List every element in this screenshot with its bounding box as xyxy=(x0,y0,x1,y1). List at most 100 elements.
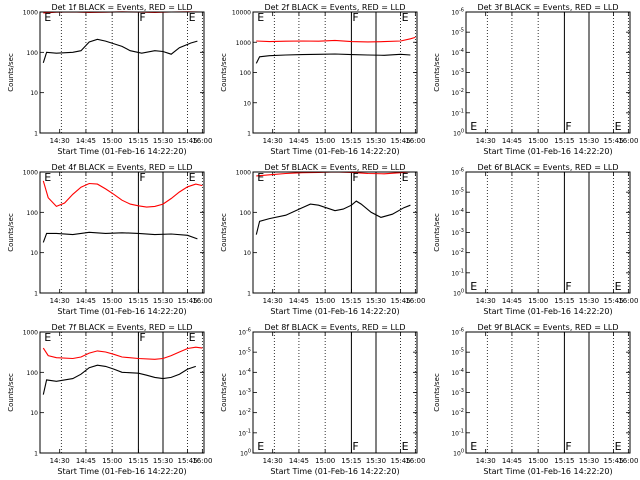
plot-frame xyxy=(465,11,631,134)
x-tick-label: 14:30 xyxy=(263,457,283,465)
event-marker-label: E xyxy=(257,11,264,24)
chart-title: Det 4f BLACK = Events, RED = LLD xyxy=(51,163,192,172)
x-tick-label: 15:30 xyxy=(579,297,599,305)
x-tick-label: 15:30 xyxy=(366,457,386,465)
x-axis-label: Start Time (01-Feb-16 14:22:20) xyxy=(483,307,612,316)
x-tick-label: 15:45 xyxy=(391,457,411,465)
y-tick-label: 1000 xyxy=(236,170,251,177)
event-marker-label: F xyxy=(565,280,571,293)
y-tick-label: 10-4 xyxy=(451,368,464,377)
y-tick-label: 1 xyxy=(247,291,251,298)
x-tick-label: 14:30 xyxy=(263,297,283,305)
event-marker-label: F xyxy=(352,11,358,24)
event-marker-label: F xyxy=(139,171,145,184)
y-tick-label: 10-1 xyxy=(451,108,464,117)
x-tick-label: 15:15 xyxy=(128,137,148,145)
plot-frame xyxy=(465,171,631,294)
y-tick-label: 10-5 xyxy=(238,348,251,357)
x-tick-label: 15:15 xyxy=(341,297,361,305)
x-tick-label: 16:00 xyxy=(618,457,638,465)
x-axis-label: Start Time (01-Feb-16 14:22:20) xyxy=(483,147,612,156)
chart-title: Det 8f BLACK = Events, RED = LLD xyxy=(264,323,405,332)
x-tick-label: 14:30 xyxy=(50,137,70,145)
event-marker-label: F xyxy=(352,171,358,184)
x-tick-label: 16:00 xyxy=(405,457,425,465)
y-tick-label: 10-2 xyxy=(451,408,464,417)
chart-panel-3: Det 3f BLACK = Events, RED = LLD Counts/s… xyxy=(433,3,638,156)
series-line-lld xyxy=(42,346,203,360)
x-tick-label: 16:00 xyxy=(192,137,212,145)
x-tick-label: 15:30 xyxy=(579,137,599,145)
event-marker-label: E xyxy=(189,331,196,344)
y-axis-label: Counts/sec xyxy=(7,53,15,92)
y-tick-label: 100 xyxy=(453,289,464,298)
x-tick-label: 16:00 xyxy=(405,137,425,145)
x-tick-label: 15:15 xyxy=(554,457,574,465)
series-line-lld xyxy=(42,180,203,208)
y-tick-label: 10-3 xyxy=(238,388,251,397)
x-tick-label: 14:30 xyxy=(476,457,496,465)
x-tick-label: 14:45 xyxy=(76,137,96,145)
y-tick-label: 1000 xyxy=(236,40,251,47)
series-line-events xyxy=(42,364,196,395)
y-tick-label: 1 xyxy=(34,451,38,458)
y-tick-label: 100 xyxy=(240,210,252,217)
y-axis-label: Counts/sec xyxy=(220,53,228,92)
y-tick-label: 10-1 xyxy=(238,428,251,437)
y-tick-label: 1 xyxy=(34,291,38,298)
x-tick-label: 14:45 xyxy=(76,457,96,465)
x-tick-label: 14:45 xyxy=(502,297,522,305)
x-tick-label: 15:00 xyxy=(315,137,335,145)
x-tick-label: 14:45 xyxy=(502,137,522,145)
x-tick-label: 15:45 xyxy=(391,137,411,145)
event-marker-label: E xyxy=(44,171,51,184)
chart-panel-1: Det 1f BLACK = Events, RED = LLD Counts/s… xyxy=(7,3,212,156)
x-tick-label: 15:30 xyxy=(579,457,599,465)
event-marker-label: F xyxy=(139,11,145,24)
event-marker-label: E xyxy=(257,171,264,184)
chart-panel-9: Det 9f BLACK = Events, RED = LLD Counts/s… xyxy=(433,323,638,476)
x-tick-label: 16:00 xyxy=(192,297,212,305)
y-tick-label: 10-3 xyxy=(451,228,464,237)
y-tick-label: 1000 xyxy=(23,170,38,177)
series-line-events xyxy=(255,53,411,64)
event-marker-label: E xyxy=(470,280,477,293)
x-tick-label: 15:45 xyxy=(178,457,198,465)
series-line-events xyxy=(255,200,411,235)
y-tick-label: 10-3 xyxy=(451,68,464,77)
y-tick-label: 10000 xyxy=(232,10,251,17)
y-tick-label: 10-4 xyxy=(451,208,464,217)
x-tick-label: 15:30 xyxy=(153,137,173,145)
y-tick-label: 10-6 xyxy=(238,328,251,337)
chart-title: Det 2f BLACK = Events, RED = LLD xyxy=(264,3,405,12)
x-tick-label: 15:45 xyxy=(604,297,624,305)
event-marker-label: E xyxy=(615,120,622,133)
chart-panel-2: Det 2f BLACK = Events, RED = LLD Counts/s… xyxy=(220,3,425,156)
y-axis-label: Counts/sec xyxy=(433,213,441,252)
y-tick-label: 10-5 xyxy=(451,28,464,37)
y-tick-label: 10 xyxy=(30,250,38,257)
y-tick-label: 10-5 xyxy=(451,348,464,357)
x-tick-label: 15:15 xyxy=(554,137,574,145)
x-tick-label: 15:30 xyxy=(153,457,173,465)
chart-panel-6: Det 6f BLACK = Events, RED = LLD Counts/s… xyxy=(433,163,638,316)
x-tick-label: 15:00 xyxy=(315,457,335,465)
x-tick-label: 15:00 xyxy=(528,137,548,145)
x-axis-label: Start Time (01-Feb-16 14:22:20) xyxy=(57,147,186,156)
event-marker-label: E xyxy=(44,11,51,24)
y-axis-label: Counts/sec xyxy=(220,373,228,412)
y-tick-label: 10 xyxy=(30,410,38,417)
x-tick-label: 15:45 xyxy=(604,137,624,145)
x-tick-label: 16:00 xyxy=(618,137,638,145)
chart-panel-8: Det 8f BLACK = Events, RED = LLD Counts/s… xyxy=(220,323,425,476)
x-tick-label: 14:45 xyxy=(76,297,96,305)
x-tick-label: 15:45 xyxy=(178,297,198,305)
x-tick-label: 14:30 xyxy=(263,137,283,145)
x-tick-label: 15:15 xyxy=(341,457,361,465)
x-tick-label: 15:00 xyxy=(102,297,122,305)
x-axis-label: Start Time (01-Feb-16 14:22:20) xyxy=(483,467,612,476)
x-axis-label: Start Time (01-Feb-16 14:22:20) xyxy=(270,147,399,156)
x-tick-label: 16:00 xyxy=(618,297,638,305)
event-marker-label: E xyxy=(402,440,409,453)
